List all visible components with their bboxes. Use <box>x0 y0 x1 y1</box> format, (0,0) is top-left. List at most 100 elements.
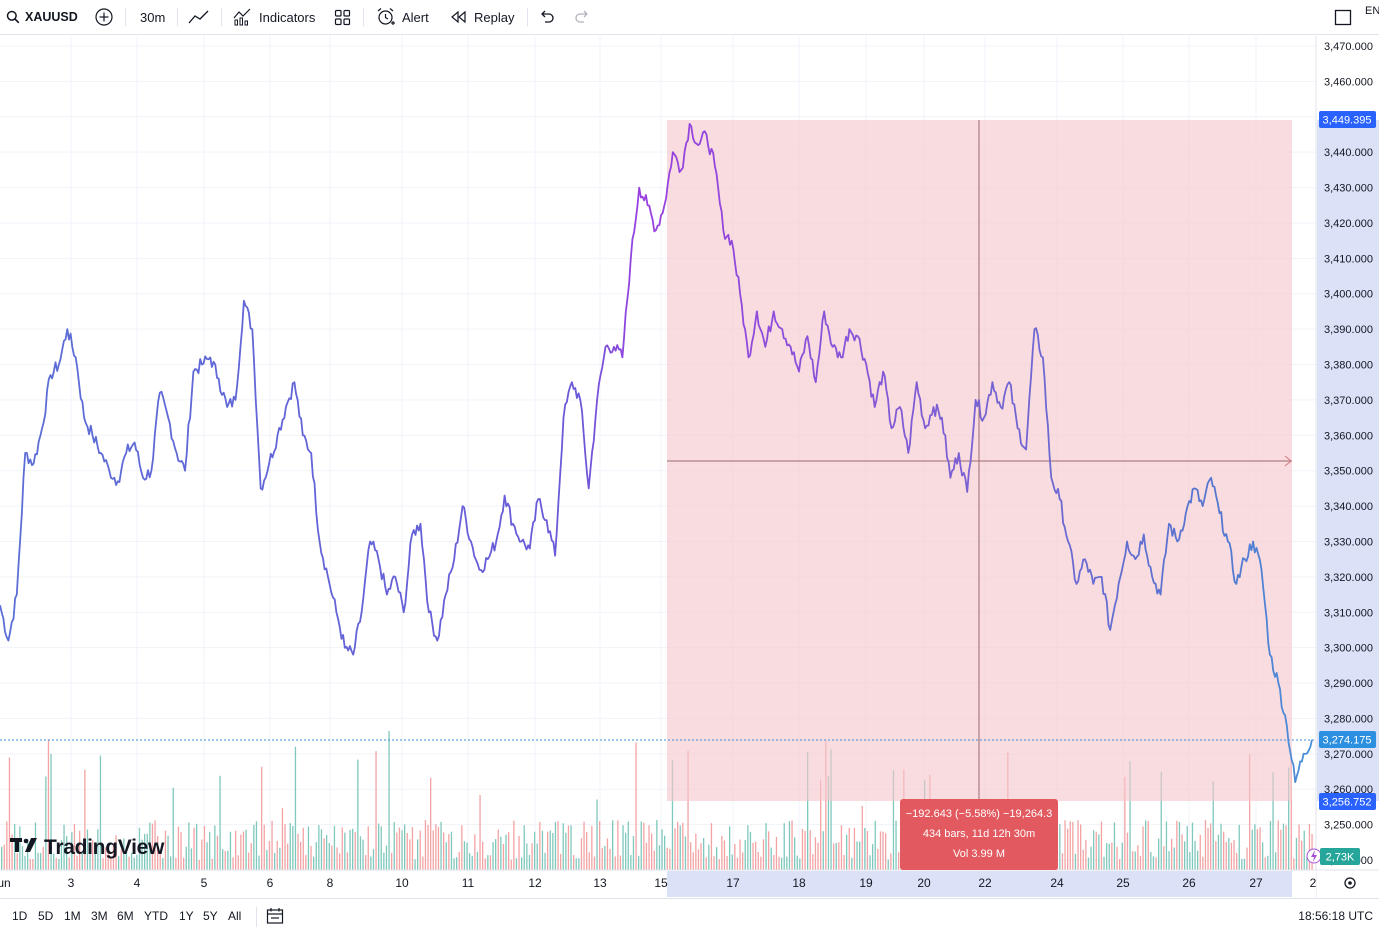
scale-settings-icon[interactable] <box>1344 877 1356 889</box>
volume-bar <box>206 842 208 870</box>
volume-bar <box>653 850 655 870</box>
volume-bar <box>544 852 546 870</box>
range-1d[interactable]: 1D <box>12 909 28 923</box>
volume-bar <box>521 857 523 870</box>
chart-type-button[interactable] <box>188 0 210 34</box>
volume-bar <box>1199 834 1201 870</box>
volume-bar <box>705 857 707 870</box>
last-price-tag: 3,274.175 <box>1319 731 1376 748</box>
volume-bar <box>1147 821 1149 870</box>
volume-bar <box>1184 841 1186 870</box>
divider <box>177 8 178 26</box>
volume-bar <box>677 821 679 870</box>
volume-bar <box>183 857 185 870</box>
volume-bar <box>573 855 575 870</box>
volume-bar <box>708 844 710 870</box>
volume-bar <box>1132 851 1134 870</box>
undo-button[interactable] <box>539 0 555 34</box>
volume-bar <box>1303 830 1305 870</box>
templates-button[interactable] <box>334 0 351 34</box>
volume-bar <box>136 854 138 870</box>
volume-bar <box>151 823 154 870</box>
price-scale-highlight <box>1317 120 1379 801</box>
volume-bar <box>554 822 557 870</box>
volume-bar <box>560 853 562 870</box>
volume-bar <box>593 856 596 870</box>
volume-bar <box>817 842 819 870</box>
utc-clock[interactable]: 18:56:18 UTC <box>1298 909 1373 923</box>
volume-bar <box>398 827 401 870</box>
language-button[interactable]: EN <box>1365 0 1379 28</box>
volume-bar <box>731 854 733 870</box>
y-tick-label: 3,460.000 <box>1324 76 1373 88</box>
volume-bar <box>417 839 419 870</box>
volume-bar <box>695 833 697 870</box>
volume-bar <box>1126 832 1129 870</box>
volume-bar <box>110 856 112 870</box>
volume-bar <box>609 848 611 870</box>
range-ytd[interactable]: YTD <box>144 909 168 923</box>
fullscreen-button[interactable] <box>1334 0 1352 34</box>
volume-bar <box>219 775 221 870</box>
compare-button[interactable] <box>94 0 114 34</box>
volume-bar <box>778 856 780 870</box>
x-tick-label: 27 <box>1249 876 1263 890</box>
range-1m[interactable]: 1M <box>64 909 81 923</box>
price-chart[interactable]: 3,470.0003,460.0003,450.0003,440.0003,43… <box>0 36 1379 898</box>
volume-bar <box>250 843 252 870</box>
volume-bar <box>391 852 393 870</box>
range-5y[interactable]: 5Y <box>203 909 218 923</box>
volume-bar <box>222 849 224 870</box>
volume-bar <box>562 823 564 870</box>
volume-bar <box>1254 824 1256 870</box>
x-tick-label: 2 <box>1310 876 1317 890</box>
volume-bar <box>773 855 775 870</box>
volume-bar <box>1168 851 1170 870</box>
volume-bar <box>123 838 125 870</box>
volume-bar <box>188 822 190 870</box>
volume-bar <box>456 857 458 870</box>
volume-bar <box>73 823 76 870</box>
volume-bar <box>1165 821 1168 870</box>
redo-button[interactable] <box>574 0 590 34</box>
range-6m[interactable]: 6M <box>117 909 134 923</box>
volume-bar <box>1308 823 1311 870</box>
replay-button[interactable]: Replay <box>450 0 514 34</box>
volume-bar <box>700 843 702 870</box>
volume-bar <box>807 751 809 870</box>
range-3m[interactable]: 3M <box>91 909 108 923</box>
volume-bar <box>315 842 317 870</box>
indicators-button[interactable]: Indicators <box>233 0 315 34</box>
volume-bar <box>297 833 299 870</box>
volume-bar <box>770 847 772 870</box>
x-tick-label: 18 <box>792 876 806 890</box>
volume-bar <box>526 843 528 870</box>
range-5d[interactable]: 5D <box>38 909 54 923</box>
volume-bar <box>1191 822 1194 870</box>
date-range-button[interactable] <box>266 907 284 930</box>
volume-bar <box>383 852 385 870</box>
volume-bar <box>237 855 239 870</box>
volume-bar <box>29 859 31 870</box>
volume-bar <box>859 841 861 870</box>
interval-button[interactable]: 30m <box>140 0 165 34</box>
volume-bar <box>739 839 741 870</box>
range-all[interactable]: All <box>228 909 242 923</box>
range-1y[interactable]: 1Y <box>179 909 194 923</box>
volume-bar <box>294 746 297 870</box>
y-tick-label: 3,250.000 <box>1324 820 1373 832</box>
chart-area[interactable]: 3,470.0003,460.0003,450.0003,440.0003,43… <box>0 36 1379 898</box>
volume-bar <box>216 835 219 870</box>
tradingview-logo[interactable]: TradingView <box>10 836 164 860</box>
volume-bar <box>588 852 590 870</box>
volume-bar <box>482 841 484 870</box>
volume-bar <box>1077 820 1079 870</box>
volume-bar <box>487 855 489 870</box>
symbol-search[interactable]: XAUUSD <box>6 0 78 34</box>
volume-bar <box>1145 820 1147 870</box>
high-price-text: 3,449.395 <box>1323 115 1372 127</box>
y-tick-label: 3,350.000 <box>1324 466 1373 478</box>
volume-bar <box>835 842 837 870</box>
alert-button[interactable]: Alert <box>376 0 429 34</box>
volume-bar <box>846 834 848 870</box>
